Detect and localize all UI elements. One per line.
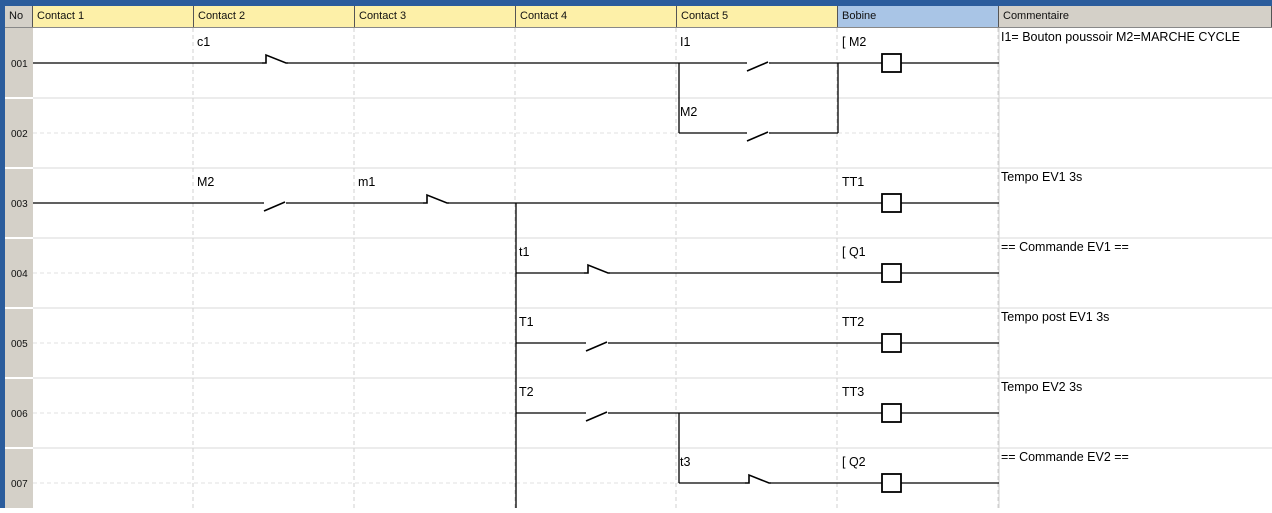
contact-label[interactable]: T1 [519,315,534,329]
contact-gap [745,57,771,71]
row-number[interactable]: 001 [11,59,28,70]
header-contact-4[interactable]: Contact 4 [516,6,677,27]
contact-label[interactable]: m1 [358,175,375,189]
column-header: No Contact 1 Contact 2 Contact 3 Contact… [5,6,1272,28]
coil-label[interactable]: [ Q2 [842,455,866,469]
normally-closed-contact-icon [423,193,449,204]
coil-icon[interactable] [881,403,902,423]
coil-icon[interactable] [881,333,902,353]
contact-label[interactable]: c1 [197,35,210,49]
contact-gap [262,197,288,211]
header-contact-1[interactable]: Contact 1 [33,6,194,27]
coil-label[interactable]: TT2 [842,315,864,329]
row-number-column [5,28,33,508]
coil-icon[interactable] [881,53,902,73]
comment-text[interactable]: I1= Bouton poussoir M2=MARCHE CYCLE [1001,30,1240,44]
normally-closed-contact-icon [745,473,771,484]
coil-label[interactable]: TT3 [842,385,864,399]
contact-gap [584,407,610,421]
contact-gap [584,337,610,351]
row-number[interactable]: 005 [11,339,28,350]
coil-label[interactable]: [ Q1 [842,245,866,259]
row-number[interactable]: 007 [11,479,28,490]
row-number[interactable]: 002 [11,129,28,140]
normally-open-contact-icon [746,61,769,72]
contact-label[interactable]: t3 [680,455,690,469]
coil-icon[interactable] [881,473,902,493]
comment-text[interactable]: Tempo post EV1 3s [1001,310,1109,324]
header-no[interactable]: No [5,6,33,27]
normally-open-contact-icon [746,131,769,142]
ladder-grid[interactable]: 001 002 003 004 005 006 007 c1 I1 [ M2 I1= Bouton … [5,28,1272,508]
contact-label[interactable]: M2 [197,175,214,189]
contact-label[interactable]: t1 [519,245,529,259]
header-comment[interactable]: Commentaire [999,6,1272,27]
normally-open-contact-icon [585,341,608,352]
row-number-cell[interactable] [5,448,33,508]
comment-text[interactable]: Tempo EV2 3s [1001,380,1082,394]
normally-closed-contact-icon [262,53,288,64]
normally-open-contact-icon [585,411,608,422]
ladder-diagram[interactable]: 001 002 003 004 005 006 007 c1 I1 [ M2 I1= Bouton … [5,28,1272,508]
contact-label[interactable]: M2 [680,105,697,119]
comment-text[interactable]: == Commande EV1 == [1001,240,1129,254]
row-number[interactable]: 003 [11,199,28,210]
coil-label[interactable]: [ M2 [842,35,866,49]
row-number[interactable]: 006 [11,409,28,420]
contact-label[interactable]: T2 [519,385,534,399]
normally-open-contact-icon [263,201,286,212]
coil-label[interactable]: TT1 [842,175,864,189]
comment-text[interactable]: == Commande EV2 == [1001,450,1129,464]
normally-closed-contact-icon [584,263,610,274]
header-contact-3[interactable]: Contact 3 [355,6,516,27]
contact-gap [745,127,771,141]
header-contact-5[interactable]: Contact 5 [677,6,838,27]
comment-text[interactable]: Tempo EV1 3s [1001,170,1082,184]
header-coil[interactable]: Bobine [838,6,999,27]
coil-icon[interactable] [881,193,902,213]
coil-icon[interactable] [881,263,902,283]
header-contact-2[interactable]: Contact 2 [194,6,355,27]
contact-label[interactable]: I1 [680,35,690,49]
row-number[interactable]: 004 [11,269,28,280]
